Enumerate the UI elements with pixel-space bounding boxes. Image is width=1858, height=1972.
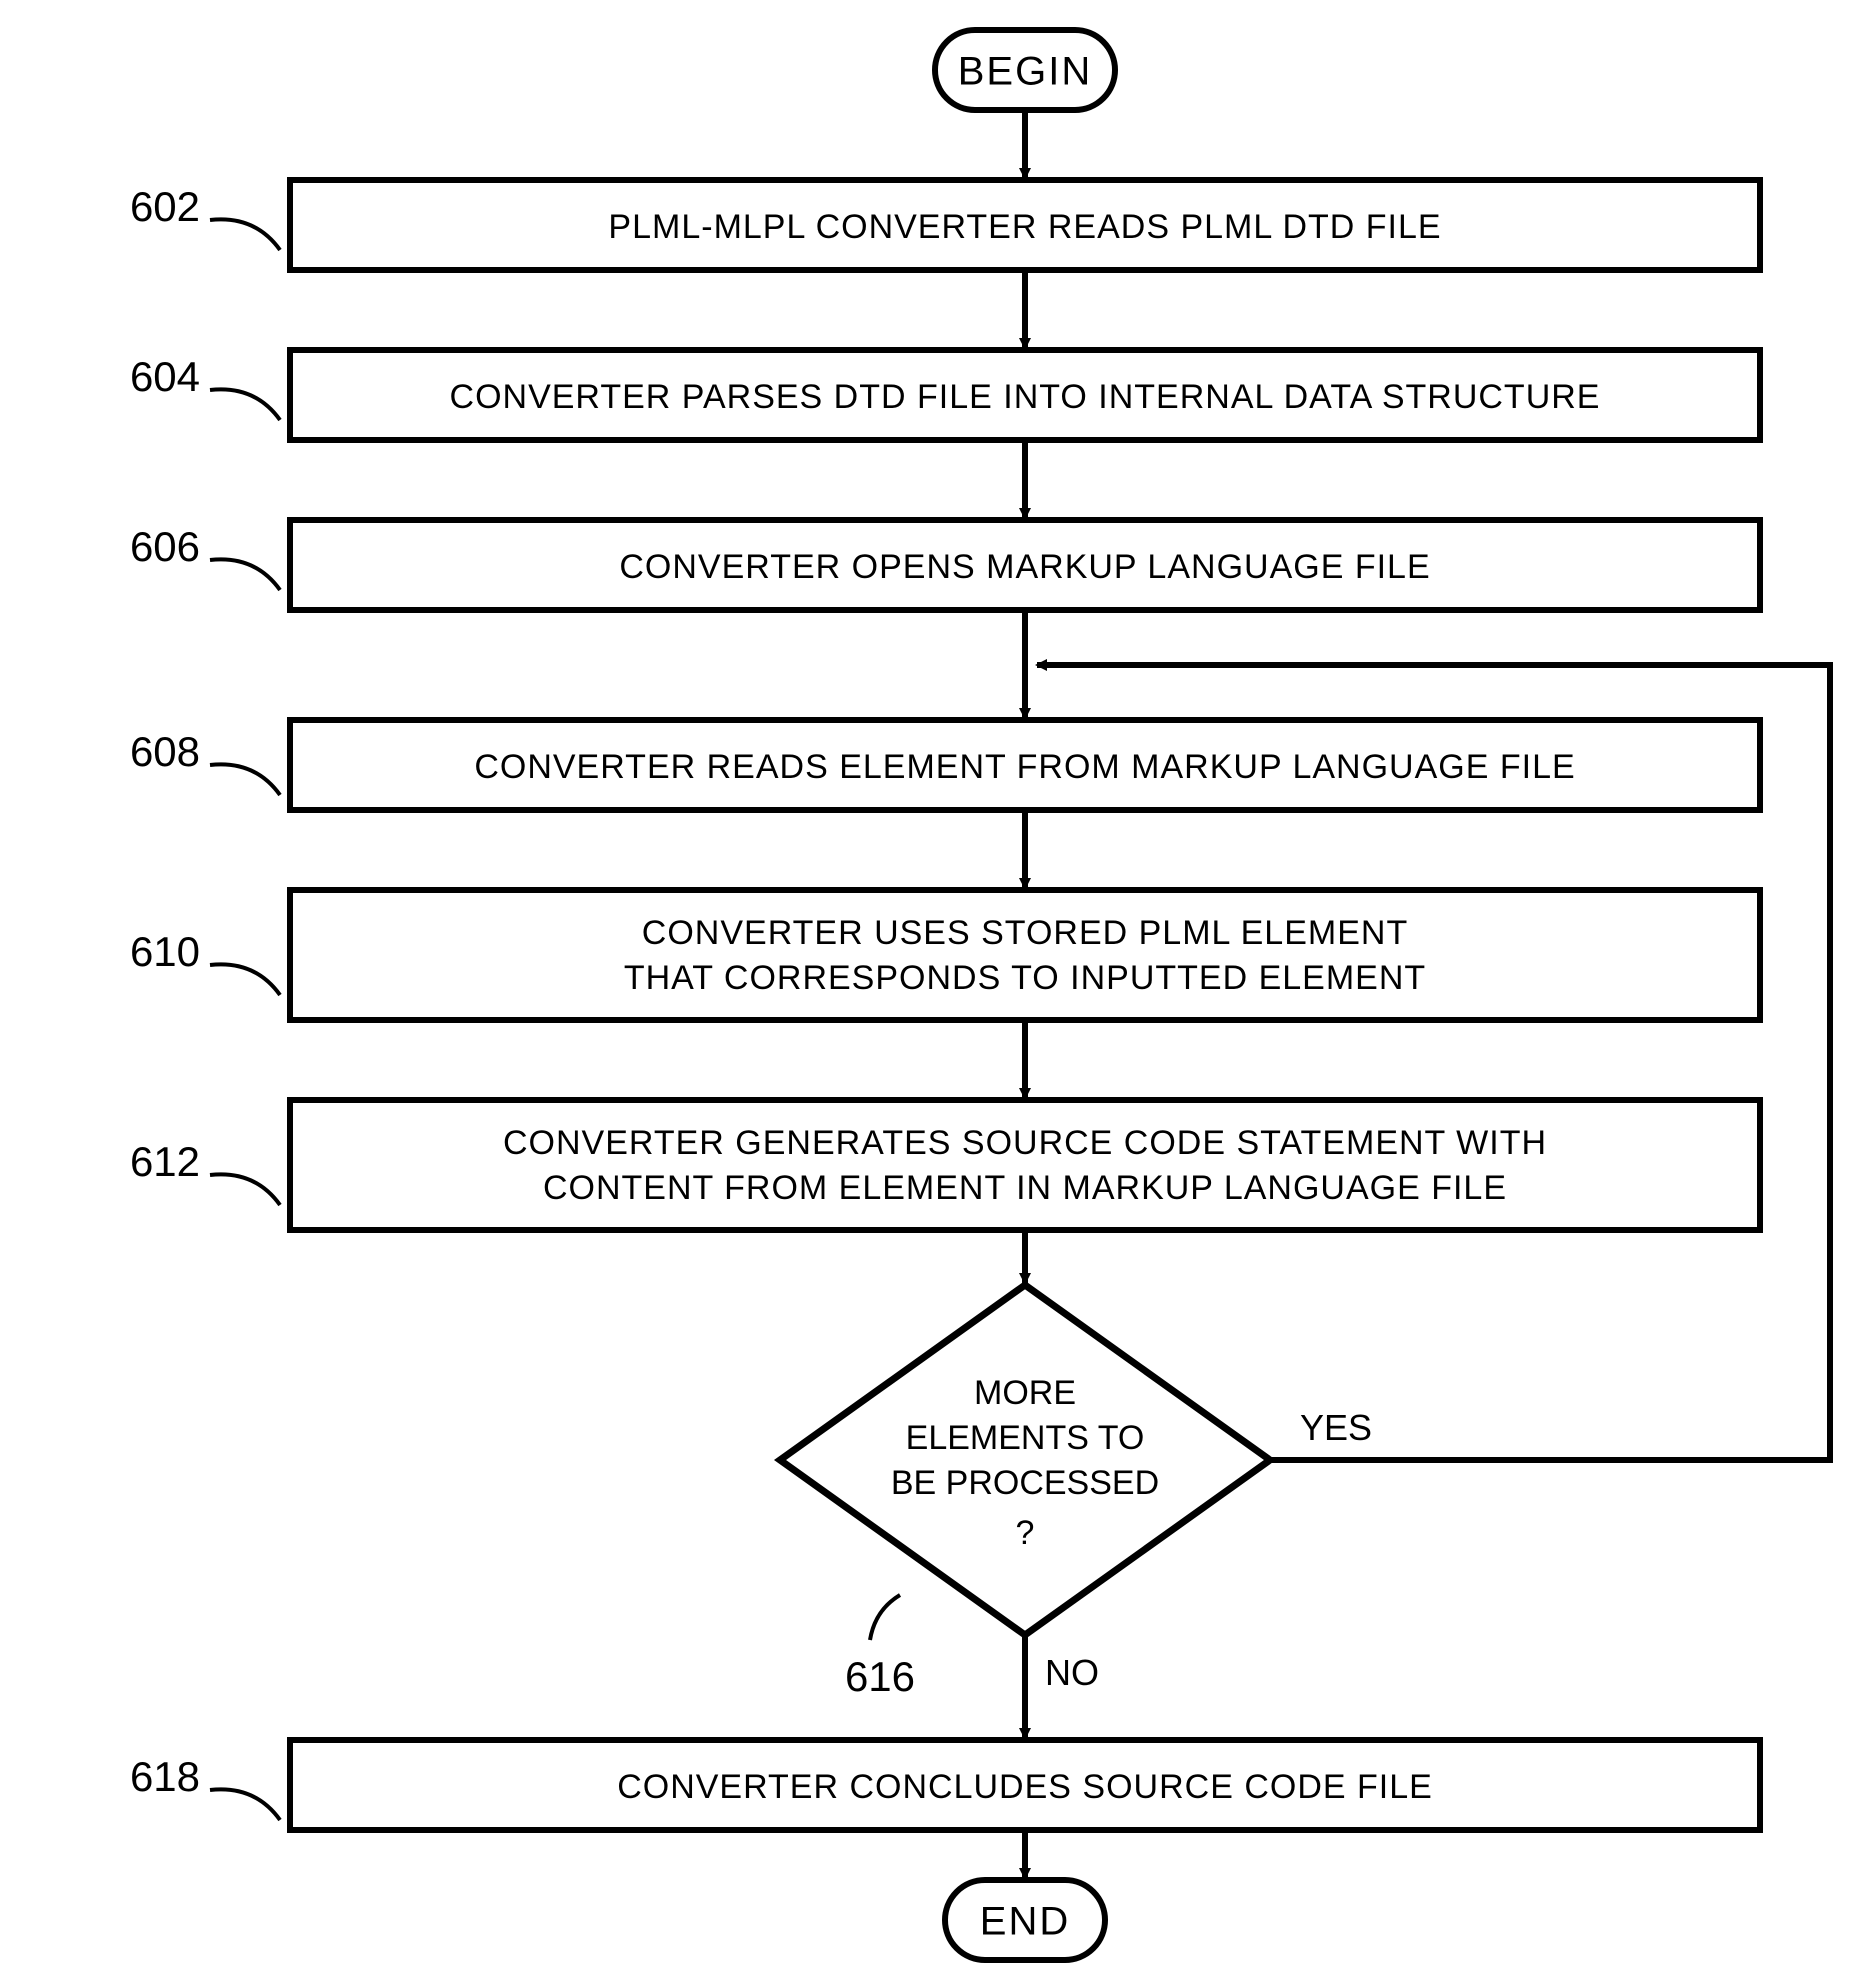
ref-608: 608 [130, 728, 200, 775]
step-604-text: CONVERTER PARSES DTD FILE INTO INTERNAL … [450, 378, 1601, 416]
ref-610-leader [210, 964, 280, 995]
step-610: CONVERTER USES STORED PLML ELEMENT THAT … [290, 890, 1760, 1020]
step-604: CONVERTER PARSES DTD FILE INTO INTERNAL … [290, 350, 1760, 440]
ref-604: 604 [130, 353, 200, 400]
step-602: PLML-MLPL CONVERTER READS PLML DTD FILE [290, 180, 1760, 270]
step-612-text-2: CONTENT FROM ELEMENT IN MARKUP LANGUAGE … [543, 1169, 1507, 1207]
no-label: NO [1045, 1652, 1099, 1693]
ref-606: 606 [130, 523, 200, 570]
step-610-text-1: CONVERTER USES STORED PLML ELEMENT [642, 914, 1408, 952]
ref-612: 612 [130, 1138, 200, 1185]
step-606: CONVERTER OPENS MARKUP LANGUAGE FILE [290, 520, 1760, 610]
ref-606-leader [210, 559, 280, 590]
step-612-text-1: CONVERTER GENERATES SOURCE CODE STATEMEN… [503, 1124, 1547, 1162]
terminal-end-label: END [980, 1900, 1070, 1944]
ref-602-leader [210, 219, 280, 250]
decision-text-4: ? [1016, 1514, 1035, 1552]
terminal-begin-label: BEGIN [958, 50, 1092, 94]
step-602-text: PLML-MLPL CONVERTER READS PLML DTD FILE [608, 208, 1441, 246]
ref-618: 618 [130, 1753, 200, 1800]
ref-612-leader [210, 1174, 280, 1205]
step-606-text: CONVERTER OPENS MARKUP LANGUAGE FILE [619, 548, 1430, 586]
step-608: CONVERTER READS ELEMENT FROM MARKUP LANG… [290, 720, 1760, 810]
ref-616-leader [870, 1595, 900, 1640]
terminal-begin: BEGIN [935, 30, 1115, 110]
step-618: CONVERTER CONCLUDES SOURCE CODE FILE [290, 1740, 1760, 1830]
decision-text-2: ELEMENTS TO [906, 1419, 1145, 1457]
flowchart-canvas: BEGIN PLML-MLPL CONVERTER READS PLML DTD… [0, 0, 1858, 1972]
step-608-text: CONVERTER READS ELEMENT FROM MARKUP LANG… [474, 748, 1575, 786]
decision-text-1: MORE [974, 1374, 1076, 1412]
decision-616: MORE ELEMENTS TO BE PROCESSED ? [780, 1285, 1270, 1635]
ref-618-leader [210, 1789, 280, 1820]
yes-label: YES [1300, 1407, 1372, 1448]
step-612: CONVERTER GENERATES SOURCE CODE STATEMEN… [290, 1100, 1760, 1230]
step-610-text-2: THAT CORRESPONDS TO INPUTTED ELEMENT [624, 959, 1426, 997]
step-618-text: CONVERTER CONCLUDES SOURCE CODE FILE [617, 1768, 1433, 1806]
terminal-end: END [945, 1880, 1105, 1960]
decision-text-3: BE PROCESSED [891, 1464, 1159, 1502]
ref-604-leader [210, 389, 280, 420]
ref-602: 602 [130, 183, 200, 230]
ref-610: 610 [130, 928, 200, 975]
ref-616: 616 [845, 1653, 915, 1700]
ref-608-leader [210, 764, 280, 795]
